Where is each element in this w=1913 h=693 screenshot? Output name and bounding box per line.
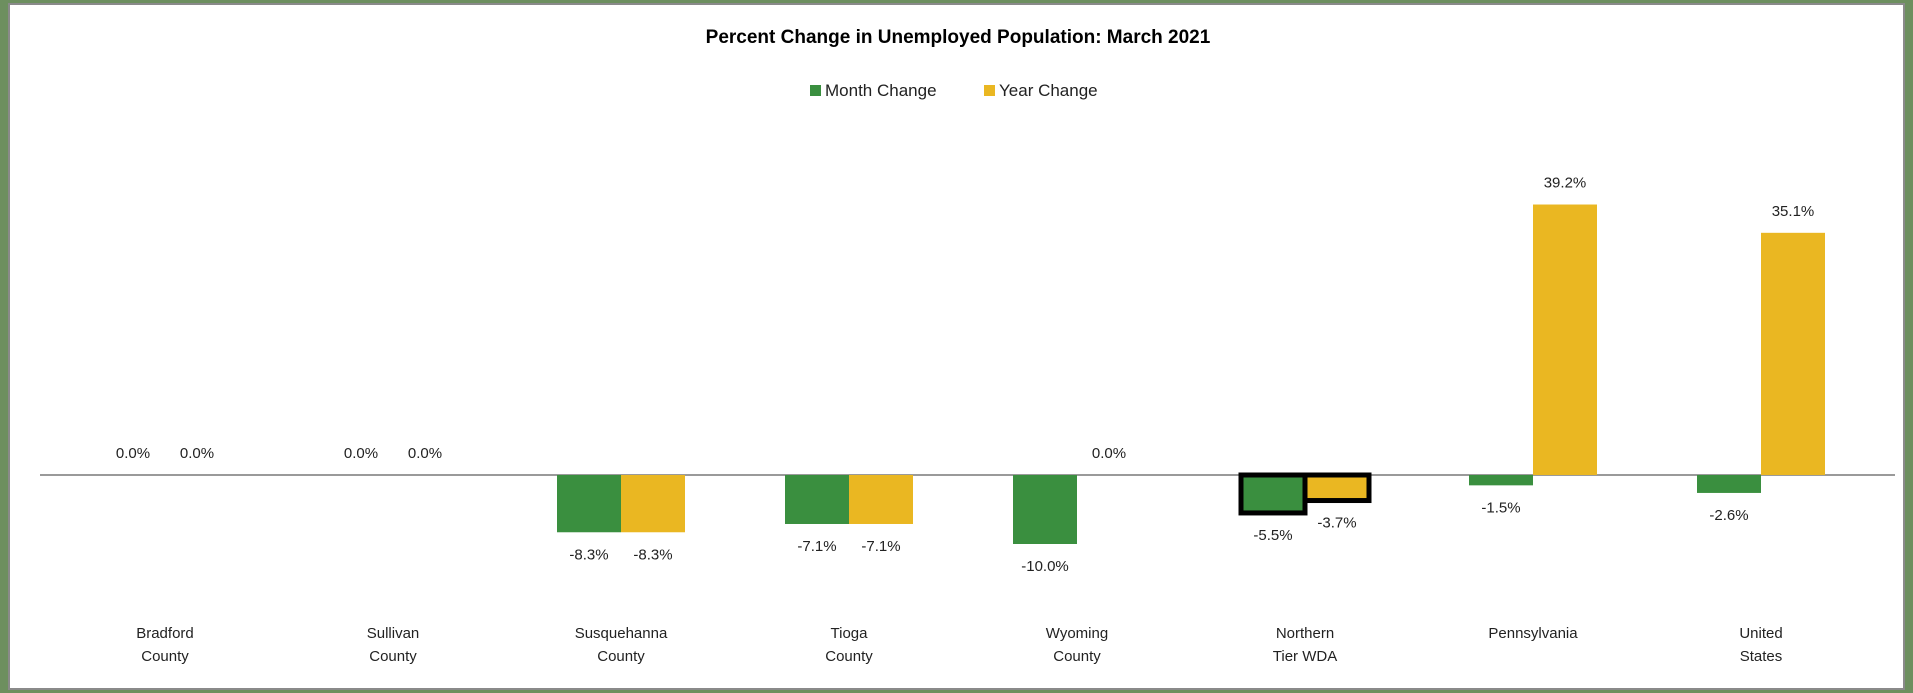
data-label: 0.0% [116,445,150,462]
category-label: County [1053,648,1101,665]
chart-title: Percent Change in Unemployed Population:… [706,27,1211,48]
data-label: -8.3% [569,546,608,563]
legend-swatch [984,85,995,96]
data-label: 0.0% [180,445,214,462]
data-label: 0.0% [408,445,442,462]
data-label: -5.5% [1253,527,1292,544]
data-label: -10.0% [1021,558,1069,575]
data-label: -8.3% [633,546,672,563]
category-labels-group: Bradford County Sullivan County Susquehanna C… [136,625,1782,665]
data-label: -1.5% [1481,499,1520,516]
legend-label: Month Change [825,81,937,100]
category-label: Northern [1276,625,1334,642]
data-label: 39.2% [1544,175,1587,192]
category-label: United [1739,625,1782,642]
bar [557,475,621,533]
data-label: -3.7% [1317,515,1356,532]
category-label: Pennsylvania [1488,625,1578,642]
data-label: 0.0% [344,445,378,462]
bar [1469,475,1533,486]
category-label: States [1740,648,1783,665]
data-label: -2.6% [1709,507,1748,524]
value-labels-group: 0.0% 0.0% 0.0% 0.0% -8.3% -8.3% -7.1% -7.1% -10.… [116,175,1814,575]
category-label: Tioga [831,625,869,642]
category-label: Tier WDA [1273,648,1337,665]
legend-label: Year Change [999,81,1098,100]
legend: Month Change Year Change [810,81,1098,100]
bar [1533,204,1597,475]
bar [1302,472,1372,504]
bar [1697,475,1761,493]
legend-swatch [810,85,821,96]
bar [1013,475,1077,544]
bar [621,475,685,533]
chart-container: Percent Change in Unemployed Population:… [8,3,1905,690]
category-label: Susquehanna [575,625,668,642]
data-label: 0.0% [1092,445,1126,462]
category-label: County [141,648,189,665]
category-label: County [369,648,417,665]
bar-chart: Percent Change in Unemployed Population:… [40,27,1895,665]
category-label: Wyoming [1046,625,1108,642]
bar [1761,232,1825,475]
bar [785,475,849,524]
category-label: County [825,648,873,665]
bar [849,475,913,524]
bar [1238,472,1308,516]
data-label: -7.1% [861,538,900,555]
category-label: Sullivan [367,625,420,642]
data-label: 35.1% [1772,203,1815,220]
data-label: -7.1% [797,538,836,555]
category-label: County [597,648,645,665]
bars-group [557,204,1825,544]
category-label: Bradford [136,625,194,642]
